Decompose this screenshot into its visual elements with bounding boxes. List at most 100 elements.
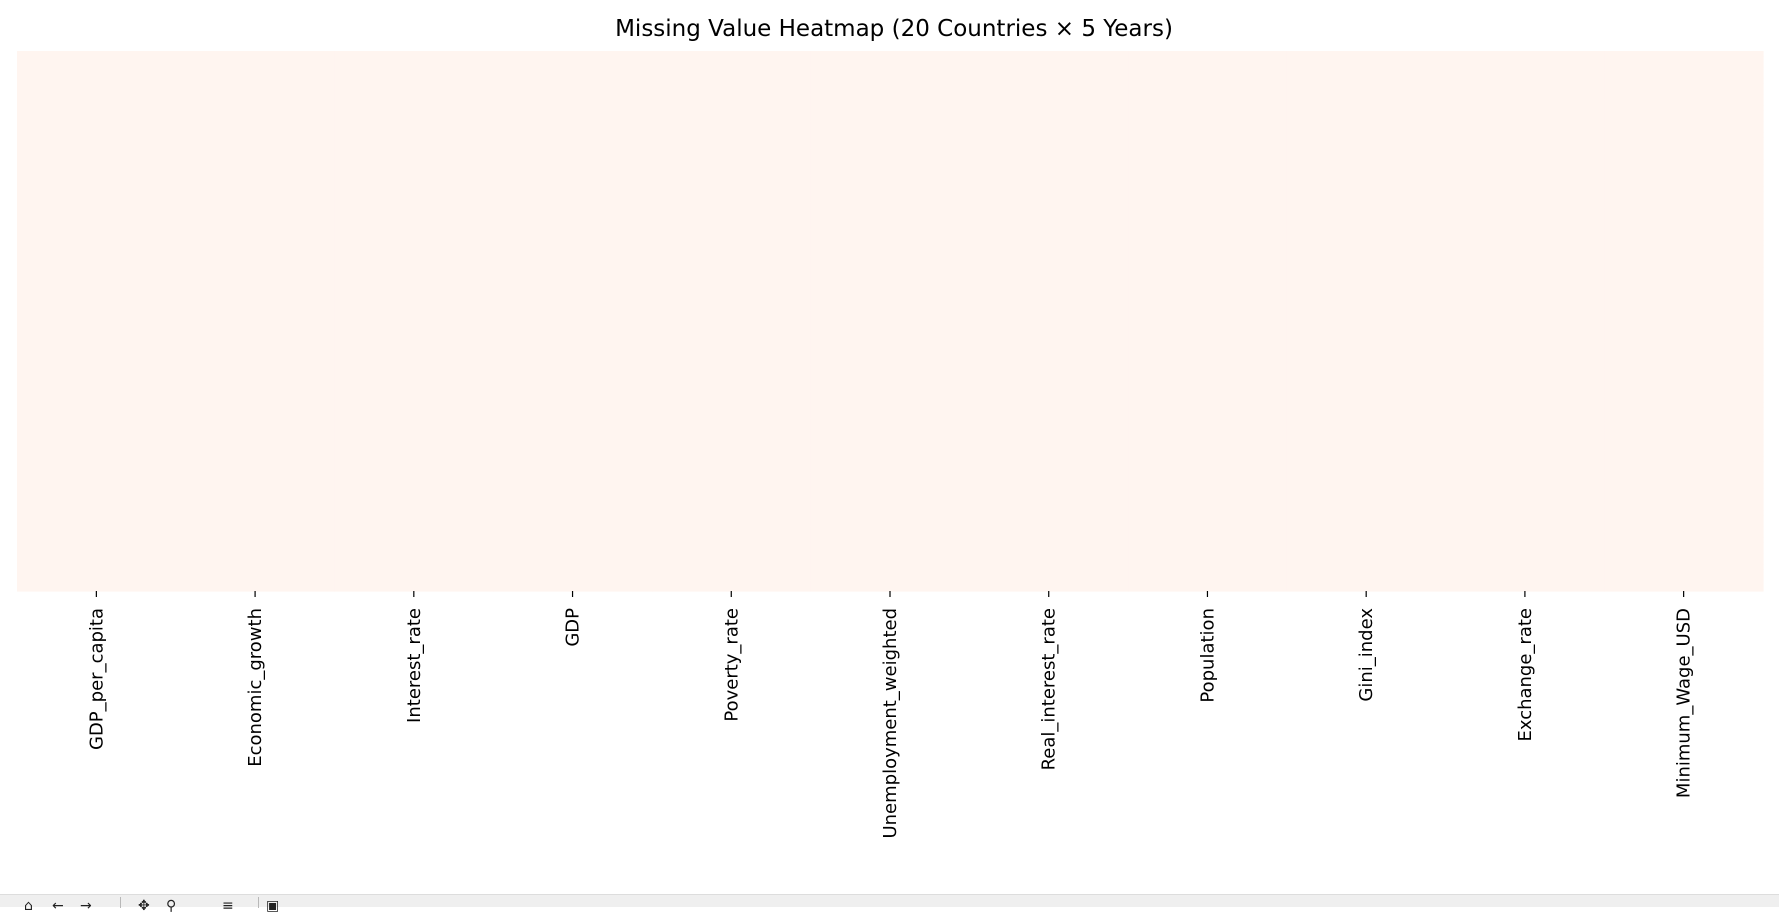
heatmap-cell [17, 110, 177, 117]
heatmap-cell [810, 169, 970, 176]
heatmap-cell [493, 304, 653, 311]
save-icon[interactable]: ▣ [266, 898, 280, 914]
heatmap-cell [1286, 283, 1447, 290]
heatmap-cell [1128, 180, 1288, 187]
heatmap-cell [651, 385, 812, 392]
x-tick-label: Unemployment_weighted [880, 608, 901, 839]
heatmap-cell [810, 202, 970, 209]
heatmap-cell [1445, 223, 1605, 230]
heatmap-cell [1286, 315, 1447, 322]
heatmap-cell [1286, 272, 1447, 279]
heatmap-cell [175, 223, 336, 230]
heatmap-cell [1128, 159, 1288, 165]
heatmap-cell [334, 105, 494, 111]
heatmap-cell [1604, 445, 1764, 452]
heatmap-cell [810, 175, 970, 182]
heatmap-cell [175, 483, 336, 489]
heatmap-cell [1445, 369, 1605, 376]
heatmap-cell [1445, 439, 1605, 446]
heatmap-cell [493, 380, 653, 387]
heatmap-cell [810, 407, 970, 414]
configure-icon[interactable]: ≡ [222, 898, 234, 914]
heatmap-cell [1286, 304, 1447, 311]
heatmap-cell [1286, 83, 1447, 90]
heatmap-cell [1286, 78, 1447, 84]
heatmap-cell [1128, 299, 1288, 306]
heatmap-cell [651, 240, 812, 246]
x-tick-label: Real_interest_rate [1039, 608, 1060, 770]
heatmap-cell [969, 72, 1129, 79]
pan-icon[interactable]: ✥ [138, 898, 150, 914]
heatmap-cell [1128, 88, 1288, 95]
heatmap-cell [1604, 402, 1764, 408]
heatmap-cell [493, 510, 653, 516]
heatmap-cell [17, 542, 177, 549]
heatmap-cell [810, 105, 970, 111]
home-icon[interactable]: ⌂ [24, 898, 33, 914]
heatmap-cell [1604, 132, 1764, 138]
heatmap-cell [810, 240, 970, 246]
forward-icon[interactable]: → [80, 898, 92, 914]
heatmap-cell [1604, 180, 1764, 187]
heatmap-cell [969, 358, 1129, 365]
heatmap-cell [651, 207, 812, 214]
heatmap-cell [1128, 461, 1288, 468]
heatmap-cell [334, 61, 494, 68]
heatmap-cell [493, 456, 653, 462]
heatmap-cell [175, 396, 336, 403]
heatmap-cell [810, 326, 970, 333]
heatmap-cell [17, 186, 177, 192]
heatmap-cell [334, 175, 494, 182]
heatmap-cell [17, 504, 177, 511]
heatmap-cell [1604, 537, 1764, 543]
heatmap-cell [493, 385, 653, 392]
heatmap-cell [175, 364, 336, 371]
heatmap-cell [175, 310, 336, 317]
heatmap-cell [1604, 51, 1764, 57]
heatmap-cell [810, 196, 970, 203]
heatmap-cell [1286, 61, 1447, 68]
heatmap-cell [334, 331, 494, 338]
heatmap-cell [1128, 574, 1288, 581]
heatmap-cell [1128, 537, 1288, 543]
heatmap-cell [334, 450, 494, 457]
heatmap-cell [1286, 391, 1447, 398]
heatmap-cell [1286, 466, 1447, 473]
heatmap-cell [810, 585, 970, 592]
heatmap-cell [969, 105, 1129, 111]
heatmap-cell [651, 537, 812, 543]
heatmap-cell [1286, 186, 1447, 192]
heatmap-cell [334, 574, 494, 581]
heatmap-cell [493, 445, 653, 452]
heatmap-cell [17, 439, 177, 446]
back-icon[interactable]: ← [52, 898, 64, 914]
heatmap-cell [493, 353, 653, 360]
heatmap-cell [175, 142, 336, 149]
heatmap-cell [493, 585, 653, 592]
heatmap-cell [651, 531, 812, 538]
heatmap-cell [651, 429, 812, 435]
heatmap-cell [969, 207, 1129, 214]
heatmap-cell [175, 429, 336, 435]
heatmap-cell [1286, 277, 1447, 284]
heatmap-cell [17, 450, 177, 457]
heatmap-cell [969, 558, 1129, 565]
heatmap-cell [1445, 51, 1605, 57]
heatmap-cell [1128, 488, 1288, 495]
heatmap-cell [1286, 515, 1447, 522]
heatmap-cell [1445, 272, 1605, 279]
heatmap-cell [969, 412, 1129, 419]
heatmap-cell [1604, 321, 1764, 327]
heatmap-cell [651, 445, 812, 452]
heatmap-cell [17, 531, 177, 538]
heatmap-cell [1128, 83, 1288, 90]
heatmap-cell [175, 272, 336, 279]
zoom-icon[interactable]: ⚲ [166, 898, 177, 914]
heatmap-cell [334, 515, 494, 522]
heatmap-cell [334, 375, 494, 381]
heatmap-cell [969, 353, 1129, 360]
heatmap-cell [810, 537, 970, 543]
heatmap-cell [1445, 537, 1605, 543]
heatmap-cell [1128, 148, 1288, 155]
heatmap-cell [334, 321, 494, 327]
